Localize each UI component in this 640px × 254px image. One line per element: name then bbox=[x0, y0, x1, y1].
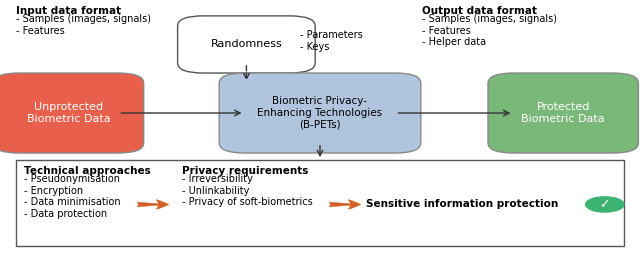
Text: Unprotected
Biometric Data: Unprotected Biometric Data bbox=[27, 102, 110, 124]
Polygon shape bbox=[16, 160, 624, 246]
Circle shape bbox=[586, 197, 624, 212]
Text: Input data format: Input data format bbox=[16, 6, 121, 16]
Text: Protected
Biometric Data: Protected Biometric Data bbox=[522, 102, 605, 124]
Text: Privacy requirements: Privacy requirements bbox=[182, 166, 308, 176]
FancyBboxPatch shape bbox=[178, 16, 316, 73]
Text: - Samples (images, signals)
- Features: - Samples (images, signals) - Features bbox=[16, 14, 151, 36]
Text: Technical approaches: Technical approaches bbox=[24, 166, 151, 176]
FancyBboxPatch shape bbox=[0, 73, 143, 153]
FancyBboxPatch shape bbox=[219, 73, 421, 153]
Text: - Irreversibility
- Unlinkability
- Privacy of soft-biometrics: - Irreversibility - Unlinkability - Priv… bbox=[182, 174, 313, 207]
Text: Randomness: Randomness bbox=[211, 39, 282, 50]
Text: Biometric Privacy-
Enhancing Technologies
(B-PETs): Biometric Privacy- Enhancing Technologie… bbox=[257, 97, 383, 130]
Text: - Pseudonymisation
- Encryption
- Data minimisation
- Data protection: - Pseudonymisation - Encryption - Data m… bbox=[24, 174, 121, 219]
Text: Sensitive information protection: Sensitive information protection bbox=[366, 199, 558, 210]
Text: Output data format: Output data format bbox=[422, 6, 538, 16]
FancyBboxPatch shape bbox=[488, 73, 639, 153]
Text: - Samples (images, signals)
- Features
- Helper data: - Samples (images, signals) - Features -… bbox=[422, 14, 557, 47]
Text: ✓: ✓ bbox=[600, 198, 610, 211]
Text: - Parameters
- Keys: - Parameters - Keys bbox=[300, 30, 362, 52]
